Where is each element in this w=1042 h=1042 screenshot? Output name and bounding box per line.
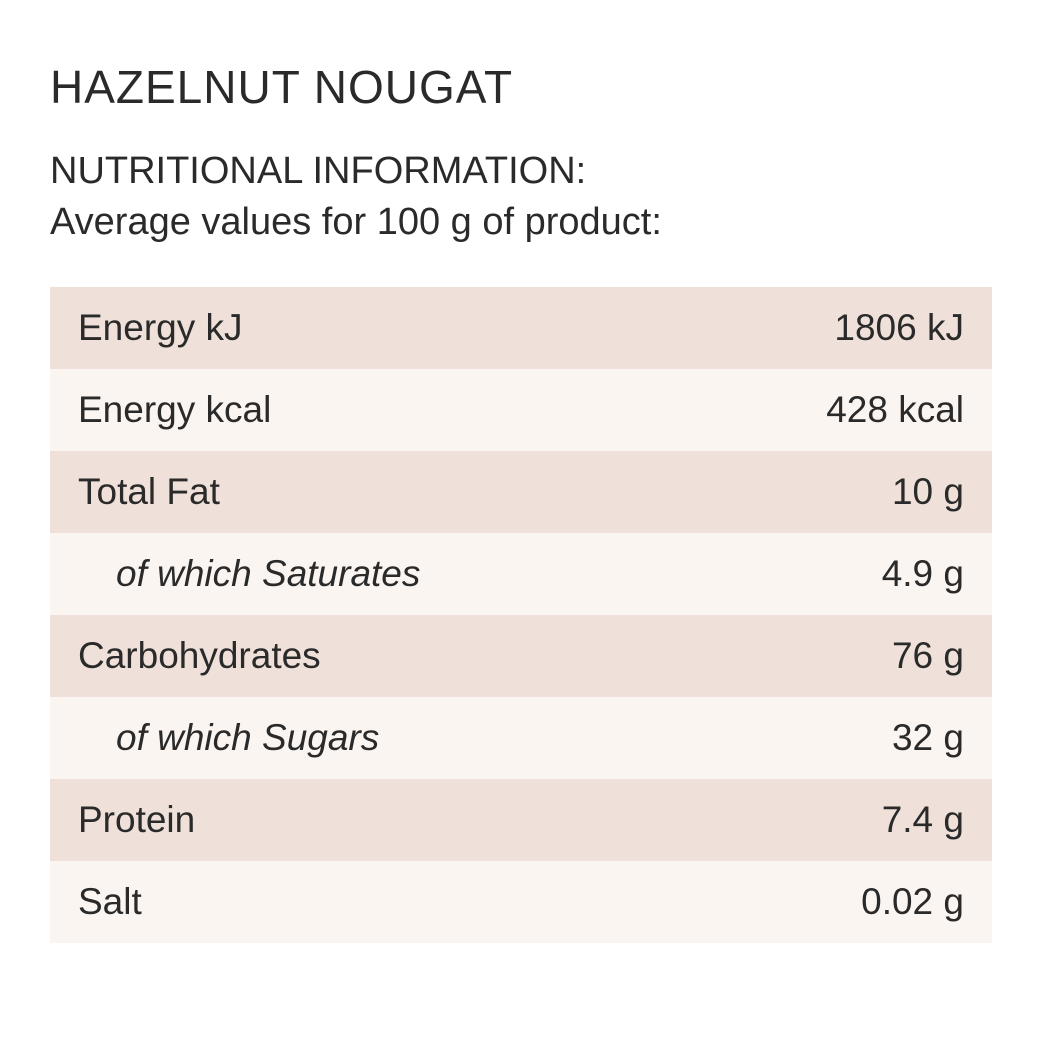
- table-row: Carbohydrates 76 g: [50, 615, 992, 697]
- nutrient-value: 4.9 g: [882, 553, 964, 595]
- nutrient-value: 428 kcal: [826, 389, 964, 431]
- table-row: Energy kJ 1806 kJ: [50, 287, 992, 369]
- nutrient-value: 32 g: [892, 717, 964, 759]
- table-row: of which Saturates 4.9 g: [50, 533, 992, 615]
- nutrition-table: Energy kJ 1806 kJ Energy kcal 428 kcal T…: [50, 287, 992, 943]
- nutrient-label: Total Fat: [78, 471, 220, 513]
- nutrient-sublabel: of which Saturates: [78, 553, 420, 595]
- nutrient-label: Salt: [78, 881, 142, 923]
- table-row: Energy kcal 428 kcal: [50, 369, 992, 451]
- nutrient-label: Protein: [78, 799, 195, 841]
- table-row: Salt 0.02 g: [50, 861, 992, 943]
- nutrient-label: Carbohydrates: [78, 635, 321, 677]
- table-row: of which Sugars 32 g: [50, 697, 992, 779]
- subtitle-line-1: NUTRITIONAL INFORMATION:: [50, 146, 992, 197]
- nutrient-label: Energy kJ: [78, 307, 243, 349]
- nutrient-value: 10 g: [892, 471, 964, 513]
- table-row: Protein 7.4 g: [50, 779, 992, 861]
- nutrient-value: 7.4 g: [882, 799, 964, 841]
- nutrient-sublabel: of which Sugars: [78, 717, 379, 759]
- table-row: Total Fat 10 g: [50, 451, 992, 533]
- nutrient-value: 0.02 g: [861, 881, 964, 923]
- subtitle-line-2: Average values for 100 g of product:: [50, 197, 992, 248]
- product-title: HAZELNUT NOUGAT: [50, 60, 992, 114]
- subtitle-block: NUTRITIONAL INFORMATION: Average values …: [50, 146, 992, 249]
- nutrient-label: Energy kcal: [78, 389, 271, 431]
- nutrient-value: 1806 kJ: [834, 307, 964, 349]
- nutrient-value: 76 g: [892, 635, 964, 677]
